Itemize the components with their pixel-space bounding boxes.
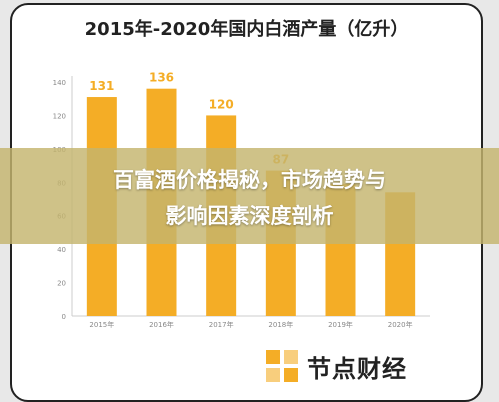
logo-mark-icon <box>266 350 298 382</box>
y-tick-label: 20 <box>57 280 66 288</box>
headline-line-2: 影响因素深度剖析 <box>165 204 334 228</box>
y-tick-label: 0 <box>62 313 66 321</box>
x-tick-label: 2020年 <box>388 320 413 329</box>
headline-line-1: 百富酒价格揭秘，市场趋势与 <box>113 168 386 192</box>
y-tick-label: 140 <box>53 79 66 87</box>
y-tick-label: 40 <box>57 246 66 254</box>
x-tick-label: 2018年 <box>268 320 293 329</box>
bar-value-label: 131 <box>89 79 114 93</box>
headline-banner: 百富酒价格揭秘，市场趋势与 影响因素深度剖析 <box>0 148 499 244</box>
brand-logo: 节点财经 <box>265 349 407 383</box>
x-tick-label: 2016年 <box>149 320 174 329</box>
chart-title: 2015年-2020年国内白酒产量（亿升） <box>84 19 409 40</box>
bar-value-label: 120 <box>209 97 234 111</box>
x-tick-label: 2015年 <box>89 320 114 329</box>
x-tick-label: 2019年 <box>328 320 353 329</box>
logo-text: 节点财经 <box>307 354 407 383</box>
y-tick-label: 120 <box>53 112 66 120</box>
bar-value-label: 136 <box>149 71 174 85</box>
x-tick-label: 2017年 <box>209 320 234 329</box>
